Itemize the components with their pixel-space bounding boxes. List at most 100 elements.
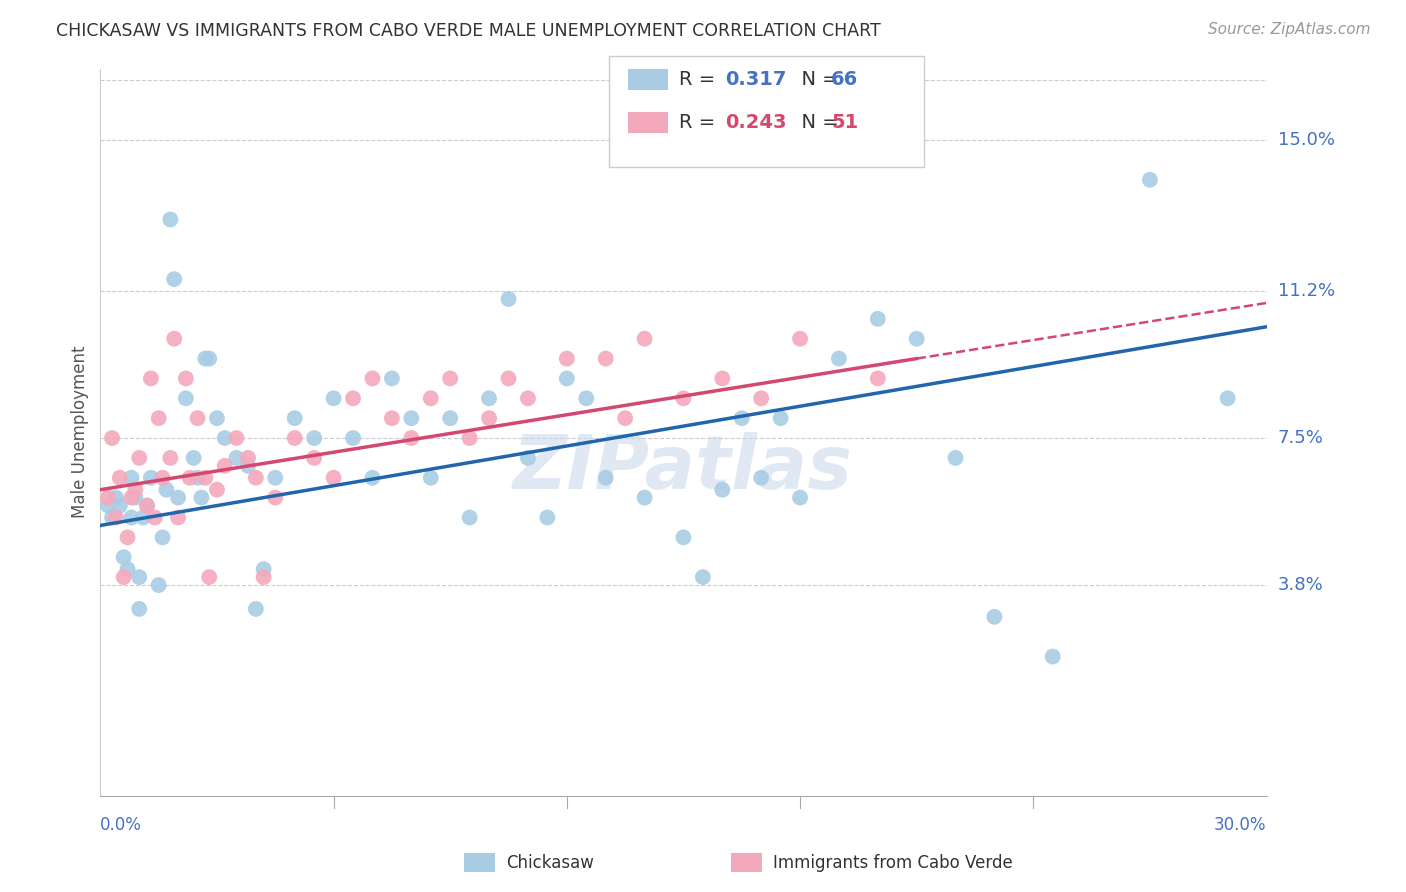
Point <box>245 602 267 616</box>
Point <box>139 471 162 485</box>
Point <box>789 491 811 505</box>
Point <box>108 471 131 485</box>
Point <box>117 530 139 544</box>
Point <box>101 431 124 445</box>
Point <box>595 351 617 366</box>
Text: N =: N = <box>789 112 845 132</box>
Point <box>672 392 695 406</box>
Point <box>361 471 384 485</box>
Text: 15.0%: 15.0% <box>1278 131 1334 149</box>
Point <box>439 371 461 385</box>
Point <box>245 471 267 485</box>
Text: 7.5%: 7.5% <box>1278 429 1323 447</box>
Point <box>711 371 734 385</box>
Point <box>1139 173 1161 187</box>
Point <box>458 510 481 524</box>
Point <box>252 562 274 576</box>
Text: Chickasaw: Chickasaw <box>506 854 595 871</box>
Text: 66: 66 <box>831 70 858 89</box>
Point <box>498 292 520 306</box>
Point <box>159 450 181 465</box>
Text: ZIPatlas: ZIPatlas <box>513 432 853 505</box>
Point <box>789 332 811 346</box>
Point <box>112 550 135 565</box>
Point <box>183 450 205 465</box>
Point <box>866 311 889 326</box>
Point <box>236 450 259 465</box>
Text: R =: R = <box>679 70 721 89</box>
Point <box>419 471 441 485</box>
Point <box>633 332 655 346</box>
Point <box>711 483 734 497</box>
Point <box>225 450 247 465</box>
Point <box>284 411 307 425</box>
Point <box>595 471 617 485</box>
Point <box>124 491 146 505</box>
Point <box>381 371 404 385</box>
Text: 30.0%: 30.0% <box>1213 815 1267 833</box>
Point <box>439 411 461 425</box>
Text: 51: 51 <box>831 112 858 132</box>
Point <box>120 471 142 485</box>
Point <box>159 212 181 227</box>
Point <box>117 562 139 576</box>
Text: CHICKASAW VS IMMIGRANTS FROM CABO VERDE MALE UNEMPLOYMENT CORRELATION CHART: CHICKASAW VS IMMIGRANTS FROM CABO VERDE … <box>56 22 882 40</box>
Point <box>983 610 1005 624</box>
Point <box>108 499 131 513</box>
Point <box>536 510 558 524</box>
Text: R =: R = <box>679 112 721 132</box>
Point <box>264 491 287 505</box>
Text: Source: ZipAtlas.com: Source: ZipAtlas.com <box>1208 22 1371 37</box>
Point <box>401 431 423 445</box>
Point <box>186 411 208 425</box>
Point <box>104 510 127 524</box>
Point <box>174 392 197 406</box>
Point <box>322 471 344 485</box>
Point <box>136 499 159 513</box>
Point <box>128 450 150 465</box>
Point <box>498 371 520 385</box>
Point <box>174 371 197 385</box>
Point <box>214 458 236 473</box>
Point <box>828 351 851 366</box>
Point <box>672 530 695 544</box>
Text: 0.0%: 0.0% <box>100 815 142 833</box>
Point <box>381 411 404 425</box>
Point <box>236 458 259 473</box>
Point <box>155 483 177 497</box>
Point <box>120 491 142 505</box>
Point <box>225 431 247 445</box>
Point <box>143 510 166 524</box>
Point <box>905 332 928 346</box>
Point <box>252 570 274 584</box>
Point <box>186 471 208 485</box>
Point <box>167 510 190 524</box>
Point <box>101 510 124 524</box>
Point <box>516 450 538 465</box>
Point <box>342 431 364 445</box>
Point <box>284 431 307 445</box>
Point <box>731 411 754 425</box>
Point <box>205 411 228 425</box>
Text: N =: N = <box>789 70 845 89</box>
Point <box>1042 649 1064 664</box>
Point <box>302 450 325 465</box>
Point <box>128 602 150 616</box>
Point <box>139 371 162 385</box>
Point <box>361 371 384 385</box>
Point <box>866 371 889 385</box>
Point <box>322 392 344 406</box>
Point <box>342 392 364 406</box>
Point <box>128 570 150 584</box>
Point <box>458 431 481 445</box>
Text: 3.8%: 3.8% <box>1278 576 1323 594</box>
Point <box>163 332 186 346</box>
Point <box>198 570 221 584</box>
Point <box>190 491 212 505</box>
Point <box>575 392 598 406</box>
Point <box>104 491 127 505</box>
Point <box>692 570 714 584</box>
Point <box>148 411 170 425</box>
Point <box>152 530 174 544</box>
Point <box>136 499 159 513</box>
